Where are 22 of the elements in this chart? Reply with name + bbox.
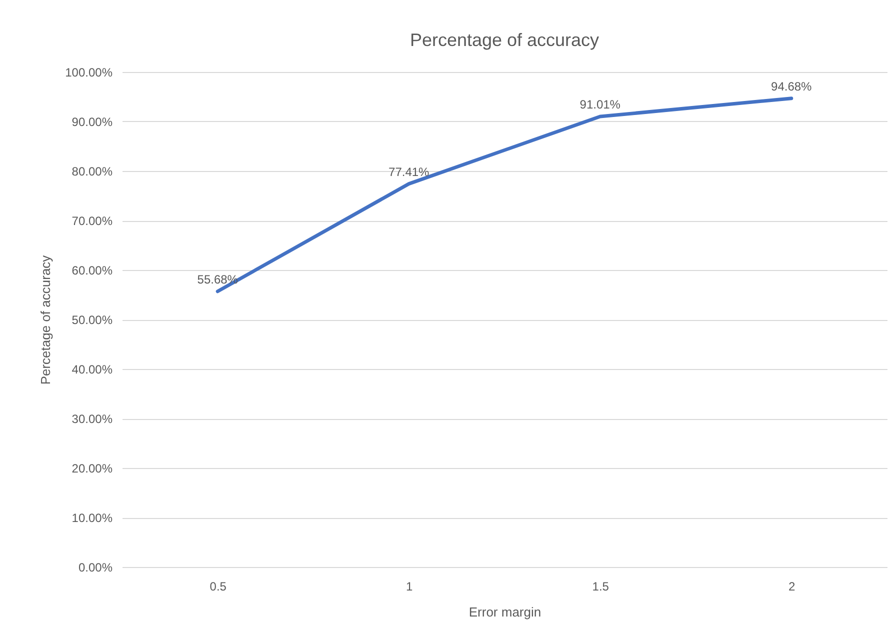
y-tick-label: 90.00%: [72, 115, 113, 129]
y-tick-label: 50.00%: [72, 313, 113, 327]
data-label: 91.01%: [580, 98, 621, 112]
data-label: 55.68%: [197, 272, 238, 286]
y-tick-label: 70.00%: [72, 214, 113, 228]
y-tick-label: 40.00%: [72, 362, 113, 376]
y-tick-label: 0.00%: [78, 560, 113, 574]
data-label: 94.68%: [771, 79, 812, 94]
y-tick-label: 60.00%: [72, 264, 113, 278]
data-label: 77.41%: [388, 164, 430, 179]
y-tick-label: 30.00%: [72, 412, 113, 426]
x-tick-label: 0.5: [210, 580, 227, 594]
x-tick-label: 2: [788, 580, 796, 594]
y-tick-label: 80.00%: [72, 164, 113, 178]
y-tick-label: 10.00%: [72, 511, 113, 525]
x-tick-label: 1: [406, 580, 414, 594]
x-axis-title: Error margin: [468, 604, 542, 620]
y-tick-label: 100.00%: [65, 66, 113, 80]
chart-title: Percentage of accuracy: [410, 30, 600, 50]
y-axis-title: Percetage of accuracy: [38, 254, 54, 385]
x-tick-label: 1.5: [592, 580, 610, 594]
y-tick-label: 20.00%: [72, 462, 113, 476]
